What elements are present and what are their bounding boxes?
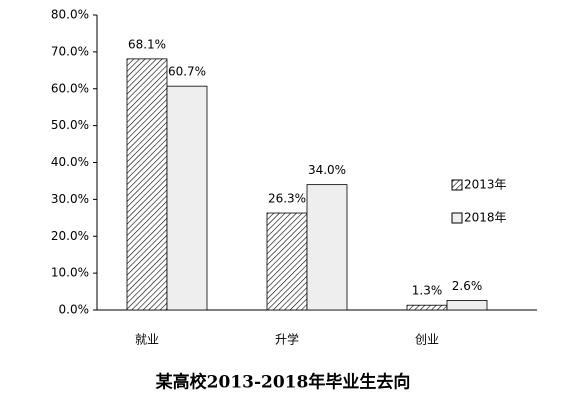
bar	[126, 58, 168, 311]
legend-label: 2018年	[464, 211, 507, 225]
legend-label: 2013年	[464, 178, 507, 192]
y-tick-label: 70.0%	[51, 44, 89, 58]
y-tick-label: 10.0%	[51, 266, 89, 280]
bar	[266, 212, 308, 311]
value-label: 60.7%	[168, 65, 206, 79]
chart-title: 某高校2013-2018年毕业生去向	[156, 372, 411, 393]
value-label: 2.6%	[452, 279, 483, 293]
y-tick-label: 80.0%	[51, 8, 89, 22]
bar	[306, 184, 348, 311]
value-label: 1.3%	[412, 284, 443, 298]
value-label: 26.3%	[268, 192, 306, 206]
y-tick-label: 50.0%	[51, 118, 89, 132]
x-tick-label: 就业	[135, 333, 159, 347]
x-tick-label: 创业	[415, 333, 439, 347]
legend-swatch	[451, 212, 463, 224]
y-tick-label: 30.0%	[51, 192, 89, 206]
y-tick-label: 20.0%	[51, 229, 89, 243]
bar	[166, 85, 208, 311]
value-label: 68.1%	[128, 37, 166, 51]
bar	[406, 304, 448, 311]
legend-swatch	[451, 179, 463, 191]
value-label: 34.0%	[308, 163, 346, 177]
y-tick-label: 60.0%	[51, 81, 89, 95]
x-tick-label: 升学	[275, 332, 299, 347]
y-tick-label: 0.0%	[59, 303, 90, 317]
y-tick-label: 40.0%	[51, 155, 89, 169]
bar	[446, 300, 488, 311]
